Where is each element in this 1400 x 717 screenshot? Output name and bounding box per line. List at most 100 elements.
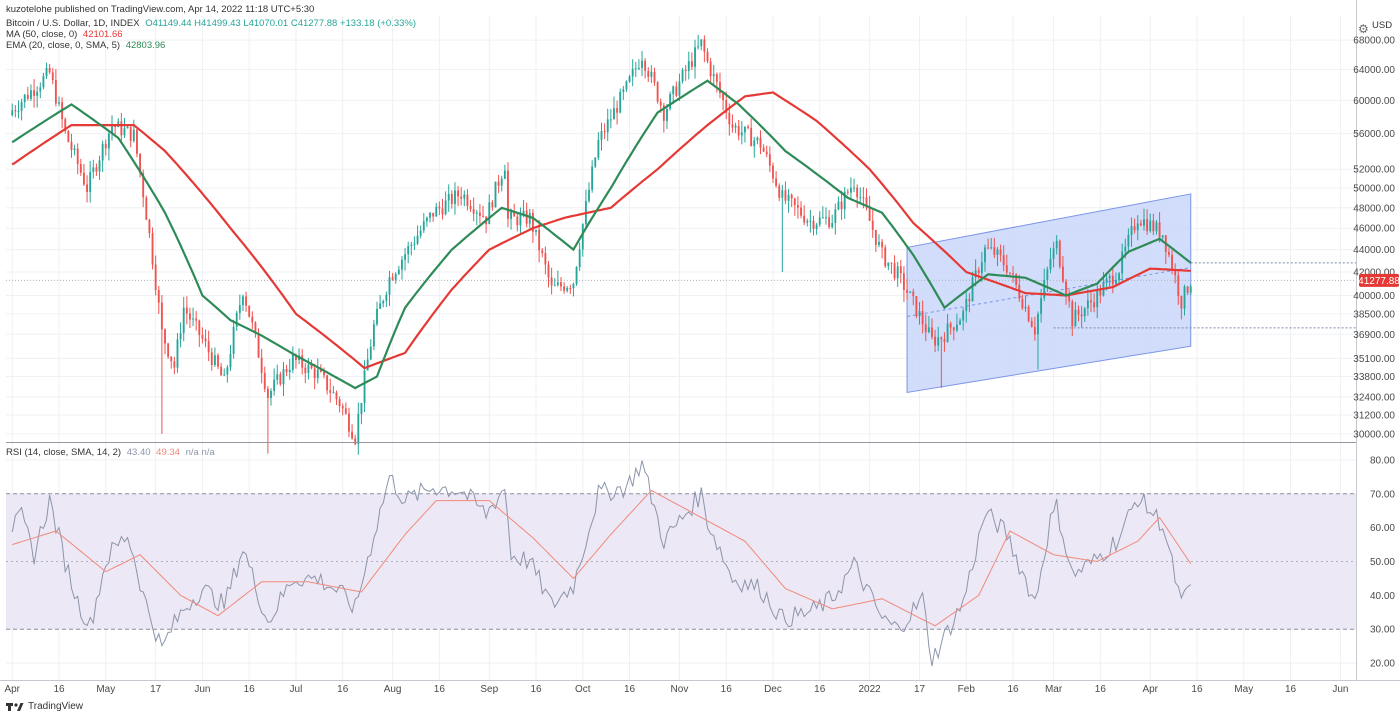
time-tick-label: 16: [337, 684, 349, 695]
candle-body: [949, 323, 952, 328]
candle-body: [516, 216, 519, 226]
settings-gear-icon[interactable]: ⚙: [1358, 22, 1369, 36]
time-tick-label: Aug: [384, 684, 402, 695]
candle-body: [669, 94, 672, 109]
candle-body: [70, 141, 73, 151]
candle-body: [454, 190, 456, 205]
candle-body: [497, 181, 500, 186]
candle-body: [535, 229, 537, 232]
ema-legend-value: 42803.96: [125, 40, 166, 51]
candle-body: [450, 193, 453, 205]
candle-body: [279, 374, 282, 385]
candle-body: [1180, 296, 1183, 309]
candle-body: [968, 298, 971, 302]
candle-body: [313, 368, 316, 378]
candle-body: [1015, 274, 1018, 285]
candle-body: [332, 392, 335, 394]
candle-body: [36, 91, 39, 96]
candle-body: [878, 241, 880, 245]
symbol-name[interactable]: Bitcoin / U.S. Dollar, 1D, INDEX: [6, 18, 140, 29]
time-tick-label: 16: [244, 684, 256, 695]
candle-body: [388, 277, 391, 295]
candle-body: [160, 302, 163, 330]
candle-body: [1124, 246, 1127, 252]
candle-body: [201, 335, 204, 339]
candle-body: [111, 125, 113, 134]
candle-body: [784, 190, 787, 201]
candle-body: [136, 129, 138, 154]
price-tick-label: 48000.00: [1353, 203, 1395, 214]
candle-body: [213, 355, 216, 365]
candle-body: [363, 370, 366, 404]
candle-body: [856, 187, 859, 198]
candle-body: [235, 312, 238, 327]
candle-body: [335, 392, 338, 400]
candle-body: [466, 194, 469, 206]
candle-body: [1189, 286, 1192, 293]
footer-brand[interactable]: TradingView: [6, 701, 83, 712]
candle-body: [223, 374, 226, 376]
candle-body: [731, 124, 734, 128]
candle-body: [1008, 272, 1011, 274]
candle-body: [616, 108, 619, 113]
candle-body: [210, 352, 213, 365]
ema-legend-name[interactable]: EMA (20, close, 0, SMA, 5): [6, 40, 121, 51]
candle-body: [1090, 300, 1092, 303]
candle-body: [984, 247, 986, 263]
rsi-legend-name[interactable]: RSI (14, close, SMA, 14, 2): [6, 447, 122, 458]
candle-body: [806, 220, 809, 223]
candle-body: [273, 379, 276, 391]
candle-body: [304, 367, 307, 374]
candle-body: [725, 100, 728, 113]
candle-body: [519, 214, 522, 226]
candle-body: [1143, 219, 1145, 226]
candle-body: [622, 89, 625, 92]
candle-body: [547, 264, 550, 278]
candle-body: [672, 86, 675, 95]
candle-body: [45, 67, 48, 77]
candle-body: [675, 86, 678, 96]
candle-body: [376, 308, 378, 325]
footer-brand-text: TradingView: [28, 701, 84, 712]
candle-body: [1021, 298, 1024, 309]
candle-body: [1111, 275, 1114, 285]
candle-body: [189, 313, 191, 320]
candle-body: [254, 322, 257, 333]
candle-body: [890, 262, 893, 264]
ma-legend-name[interactable]: MA (50, close, 0): [6, 29, 78, 40]
parallel-channel[interactable]: [6, 193, 1356, 394]
candle-body: [438, 206, 441, 209]
candle-body: [67, 131, 70, 142]
candle-body: [310, 364, 313, 369]
candle-body: [447, 193, 450, 201]
time-tick-label: Jul: [290, 684, 303, 695]
rsi-band: [6, 493, 1356, 630]
candle-body: [778, 185, 781, 198]
candle-body: [647, 70, 650, 77]
candle-body: [931, 327, 933, 337]
candle-body: [719, 82, 721, 94]
candle-body: [11, 110, 14, 116]
candle-body: [1158, 222, 1161, 238]
price-tick-label: 42000.00: [1353, 268, 1395, 279]
candle-body: [503, 170, 506, 179]
candle-body: [120, 121, 123, 136]
time-tick-label: 17: [150, 684, 162, 695]
candle-body: [48, 67, 51, 73]
candle-body: [444, 200, 447, 215]
candle-body: [157, 289, 160, 303]
symbol-line: Bitcoin / U.S. Dollar, 1D, INDEX O41149.…: [6, 18, 416, 29]
candle-body: [182, 307, 185, 333]
candle-body: [775, 178, 778, 186]
candle-body: [391, 277, 394, 280]
candle-body: [154, 264, 157, 290]
candle-body: [740, 132, 743, 136]
candle-body: [793, 198, 796, 206]
price-tick-label: 30000.00: [1353, 429, 1395, 440]
candle-body: [1012, 273, 1014, 275]
candle-body: [101, 143, 104, 161]
candle-body: [538, 229, 541, 251]
candle-body: [937, 337, 940, 346]
candle-body: [176, 339, 179, 368]
